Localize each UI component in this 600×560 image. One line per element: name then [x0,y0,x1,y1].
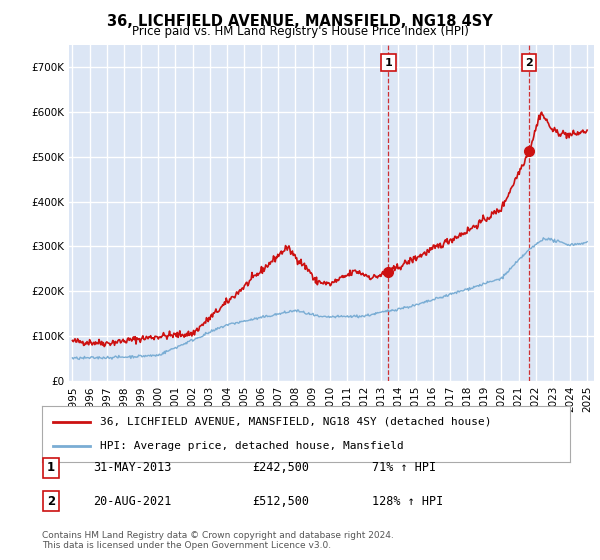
Text: 2: 2 [47,494,55,508]
Text: 36, LICHFIELD AVENUE, MANSFIELD, NG18 4SY (detached house): 36, LICHFIELD AVENUE, MANSFIELD, NG18 4S… [100,417,491,427]
Text: 36, LICHFIELD AVENUE, MANSFIELD, NG18 4SY: 36, LICHFIELD AVENUE, MANSFIELD, NG18 4S… [107,14,493,29]
Text: 2: 2 [525,58,533,68]
Text: Contains HM Land Registry data © Crown copyright and database right 2024.
This d: Contains HM Land Registry data © Crown c… [42,530,394,550]
Text: £242,500: £242,500 [252,461,309,474]
Text: 1: 1 [47,461,55,474]
Text: 71% ↑ HPI: 71% ↑ HPI [372,461,436,474]
Text: 20-AUG-2021: 20-AUG-2021 [93,494,172,508]
Text: 128% ↑ HPI: 128% ↑ HPI [372,494,443,508]
Text: 31-MAY-2013: 31-MAY-2013 [93,461,172,474]
Text: Price paid vs. HM Land Registry's House Price Index (HPI): Price paid vs. HM Land Registry's House … [131,25,469,38]
Text: £512,500: £512,500 [252,494,309,508]
Text: HPI: Average price, detached house, Mansfield: HPI: Average price, detached house, Mans… [100,441,404,451]
Text: 1: 1 [385,58,392,68]
